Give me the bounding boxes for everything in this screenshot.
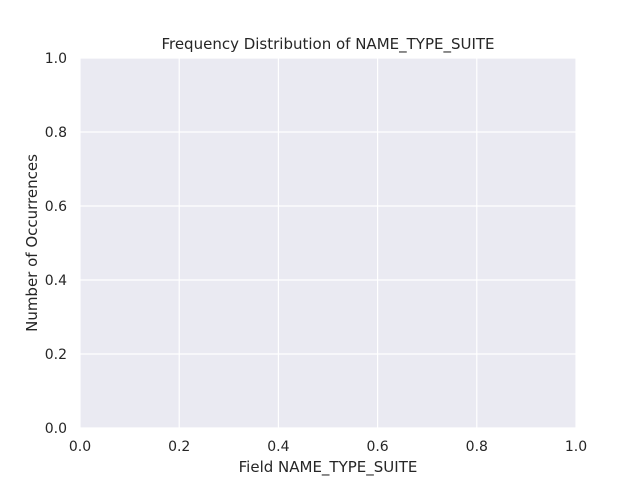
x-tick-label: 0.8 bbox=[466, 439, 488, 455]
grid-lines bbox=[79, 57, 577, 429]
y-tick-label: 0.6 bbox=[45, 199, 67, 215]
y-tick-label: 0.8 bbox=[45, 125, 67, 141]
plot-area bbox=[80, 58, 576, 428]
x-tick-label: 1.0 bbox=[565, 439, 587, 455]
y-tick-label: 0.2 bbox=[45, 347, 67, 363]
chart-title: Frequency Distribution of NAME_TYPE_SUIT… bbox=[161, 35, 494, 54]
y-axis-ticks: 0.0 0.2 0.4 0.6 0.8 1.0 bbox=[45, 51, 67, 437]
y-tick-label: 0.0 bbox=[45, 421, 67, 437]
x-tick-label: 0.4 bbox=[267, 439, 289, 455]
y-tick-label: 1.0 bbox=[45, 51, 67, 67]
x-tick-label: 0.6 bbox=[366, 439, 388, 455]
y-axis-label: Number of Occurrences bbox=[23, 154, 41, 332]
x-tick-label: 0.0 bbox=[69, 439, 91, 455]
y-tick-label: 0.4 bbox=[45, 273, 67, 289]
x-tick-label: 0.2 bbox=[168, 439, 190, 455]
x-axis-ticks: 0.0 0.2 0.4 0.6 0.8 1.0 bbox=[69, 439, 587, 455]
x-axis-label: Field NAME_TYPE_SUITE bbox=[239, 458, 418, 477]
